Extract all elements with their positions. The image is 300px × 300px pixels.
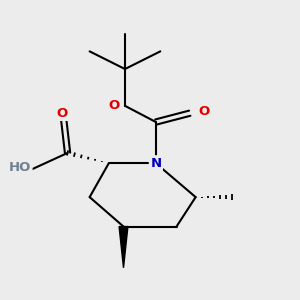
Text: HO: HO bbox=[9, 161, 31, 174]
Text: O: O bbox=[108, 99, 119, 112]
Polygon shape bbox=[119, 226, 128, 268]
Text: N: N bbox=[150, 157, 161, 170]
Text: O: O bbox=[198, 105, 209, 118]
Text: O: O bbox=[56, 107, 67, 120]
